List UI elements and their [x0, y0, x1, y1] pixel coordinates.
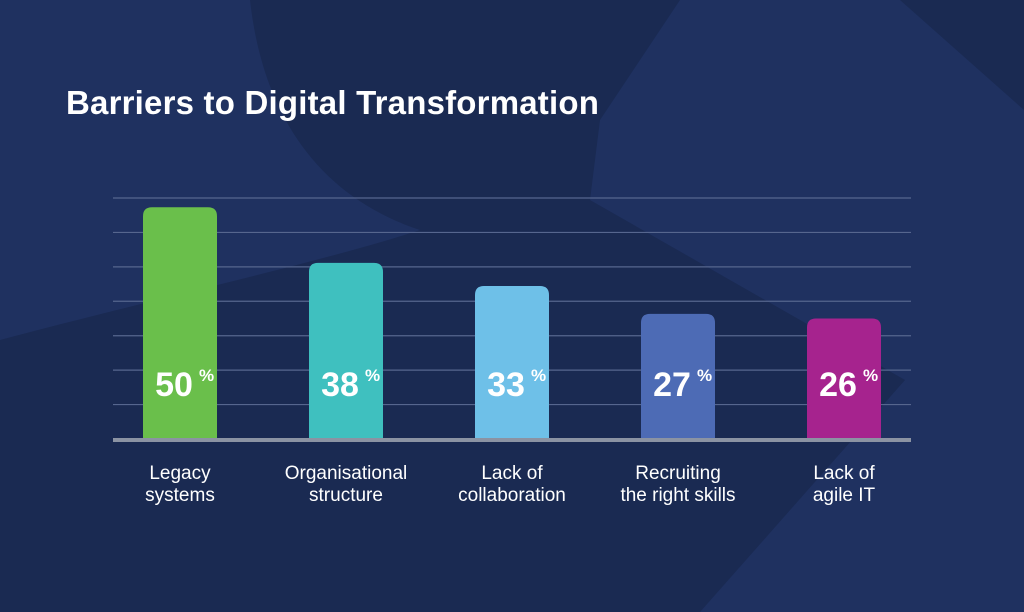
- background-chevron-shape: [590, 0, 1024, 612]
- bar-value-unit: %: [531, 366, 546, 385]
- category-label: Recruiting: [635, 463, 721, 484]
- bar-value-unit: %: [697, 366, 712, 385]
- bar-value-label: 33: [487, 366, 525, 404]
- category-label: structure: [309, 485, 383, 506]
- bar-value-unit: %: [365, 366, 380, 385]
- bar-value-label: 26: [819, 366, 857, 404]
- chart-title: Barriers to Digital Transformation: [66, 84, 600, 121]
- category-label: Organisational: [285, 463, 408, 484]
- bar: [641, 313, 715, 439]
- category-label: agile IT: [813, 485, 876, 506]
- bar: [475, 286, 549, 439]
- background-curve-shape: [0, 0, 420, 340]
- category-label: the right skills: [620, 485, 735, 506]
- bar: [309, 262, 383, 439]
- category-label: Legacy: [149, 463, 211, 484]
- category-label: Lack of: [813, 463, 875, 484]
- bar: [143, 207, 217, 439]
- category-label: Lack of: [481, 463, 543, 484]
- bar: [807, 318, 881, 439]
- bar-value-unit: %: [863, 366, 878, 385]
- bar-value-label: 27: [653, 366, 691, 404]
- category-label: collaboration: [458, 485, 566, 506]
- bar-value-label: 38: [321, 366, 359, 404]
- bar-value-label: 50: [155, 366, 193, 404]
- bar-value-unit: %: [199, 366, 214, 385]
- x-axis-baseline: [113, 438, 911, 442]
- category-label: systems: [145, 485, 215, 506]
